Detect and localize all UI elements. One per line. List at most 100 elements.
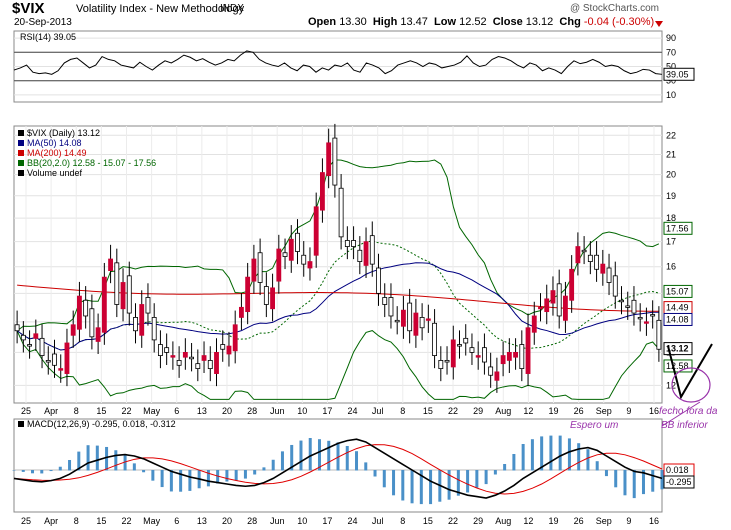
- candle-body: [257, 252, 263, 283]
- price-tick-label: 12: [666, 380, 676, 390]
- macd-histogram-bar: [466, 470, 470, 493]
- price-legend-swatch: [18, 150, 24, 156]
- candle-body: [282, 252, 288, 257]
- bb-middle-line: [16, 240, 660, 351]
- macd-x-tick-label: 15: [423, 516, 433, 526]
- macd-x-tick-label: 19: [549, 516, 559, 526]
- candle-body: [14, 324, 20, 332]
- macd-histogram-bar: [271, 459, 275, 471]
- annotation-espero: Espero um: [570, 420, 618, 431]
- x-tick-label: Sep: [596, 406, 612, 416]
- macd-histogram-bar: [586, 449, 590, 471]
- candle-body: [338, 187, 344, 238]
- macd-histogram-bar: [216, 470, 220, 484]
- candle-body: [469, 347, 475, 353]
- candle-body: [556, 283, 562, 317]
- candle-body: [494, 371, 500, 381]
- open-label: Open: [308, 16, 337, 28]
- candle-body: [400, 309, 406, 327]
- candle-body: [631, 299, 637, 314]
- macd-x-tick-label: 29: [473, 516, 483, 526]
- bb-lower-line: [16, 330, 660, 400]
- macd-signal-line: [13, 444, 663, 495]
- candle-body: [444, 360, 450, 363]
- low-value: 12.52: [459, 16, 487, 28]
- candle-body: [83, 299, 89, 317]
- rsi-value-box: [663, 67, 695, 81]
- x-tick-label: May: [143, 406, 161, 416]
- candle-body: [195, 363, 201, 369]
- price-value-label: 14.08: [666, 314, 689, 324]
- low-label: Low: [434, 16, 457, 28]
- candle-body: [506, 352, 512, 361]
- macd-histogram-bar: [521, 444, 525, 471]
- candle-body: [500, 355, 506, 365]
- candle-body: [307, 261, 313, 269]
- candle-body: [238, 306, 244, 318]
- candle-body: [114, 262, 120, 305]
- candle-body: [151, 317, 157, 341]
- candle-body: [481, 347, 487, 363]
- x-tick-label: 8: [74, 406, 79, 416]
- candle-body: [538, 306, 543, 310]
- candle-body: [344, 240, 350, 247]
- candle-body: [319, 172, 325, 211]
- candle-body: [587, 254, 593, 262]
- x-tick-label: 8: [400, 406, 405, 416]
- price-tick-label: 18: [666, 213, 676, 223]
- x-tick-label: 29: [473, 406, 483, 416]
- macd-histogram-bar: [169, 470, 173, 492]
- price-tick-label: 19: [666, 191, 676, 201]
- candle-body: [550, 290, 556, 304]
- macd-histogram-bar: [151, 470, 155, 481]
- macd-histogram-bar: [392, 470, 396, 496]
- candle-body: [251, 258, 257, 282]
- candle-body: [569, 268, 575, 301]
- candle-body: [531, 315, 537, 333]
- x-tick-label: 22: [448, 406, 458, 416]
- candle-body: [263, 286, 269, 305]
- x-tick-label: Jun: [270, 406, 285, 416]
- macd-x-tick-label: May: [143, 516, 161, 526]
- macd-x-tick-label: Jul: [372, 516, 384, 526]
- candle-body: [52, 353, 57, 366]
- price-value-box: [663, 284, 693, 298]
- candle-body: [413, 312, 419, 336]
- macd-x-tick-label: 6: [174, 516, 179, 526]
- candle-body: [120, 282, 126, 310]
- candle-body: [332, 137, 338, 186]
- candle-body: [288, 238, 294, 261]
- candle-body: [363, 241, 369, 266]
- price-legend-item: BB(20,2.0) 12.58 - 15.07 - 17.56: [27, 158, 156, 168]
- macd-histogram-bar: [641, 470, 645, 495]
- candle-body: [351, 240, 357, 247]
- candle-body: [463, 337, 469, 344]
- candle-body: [594, 254, 600, 270]
- macd-x-tick-label: 9: [626, 516, 631, 526]
- macd-histogram-bar: [40, 470, 44, 474]
- macd-histogram-bar: [77, 451, 81, 471]
- chart-date: 20-Sep-2013: [14, 17, 72, 28]
- macd-histogram-bar: [364, 462, 368, 471]
- candle-body: [525, 327, 531, 374]
- candle-body: [656, 319, 662, 350]
- candle-body: [388, 297, 394, 317]
- macd-histogram-bar: [456, 470, 460, 496]
- x-tick-label: 20: [222, 406, 232, 416]
- candle-body: [295, 232, 300, 252]
- macd-value-label: 0.018: [666, 465, 689, 475]
- macd-histogram-bar: [484, 470, 488, 485]
- dropdown-triangle-icon[interactable]: [655, 21, 663, 27]
- candle-body: [369, 235, 375, 265]
- macd-x-tick-label: 15: [96, 516, 106, 526]
- macd-histogram-bar: [327, 440, 331, 471]
- candle-body: [139, 304, 145, 336]
- instrument-name: Volatility Index - New Methodology: [76, 3, 245, 15]
- candle-body: [232, 324, 238, 352]
- candle-body: [650, 314, 656, 317]
- x-tick-label: 6: [174, 406, 179, 416]
- macd-histogram-bar: [49, 470, 53, 472]
- x-tick-label: 28: [247, 406, 257, 416]
- x-tick-label: 15: [423, 406, 433, 416]
- candle-body: [20, 334, 26, 341]
